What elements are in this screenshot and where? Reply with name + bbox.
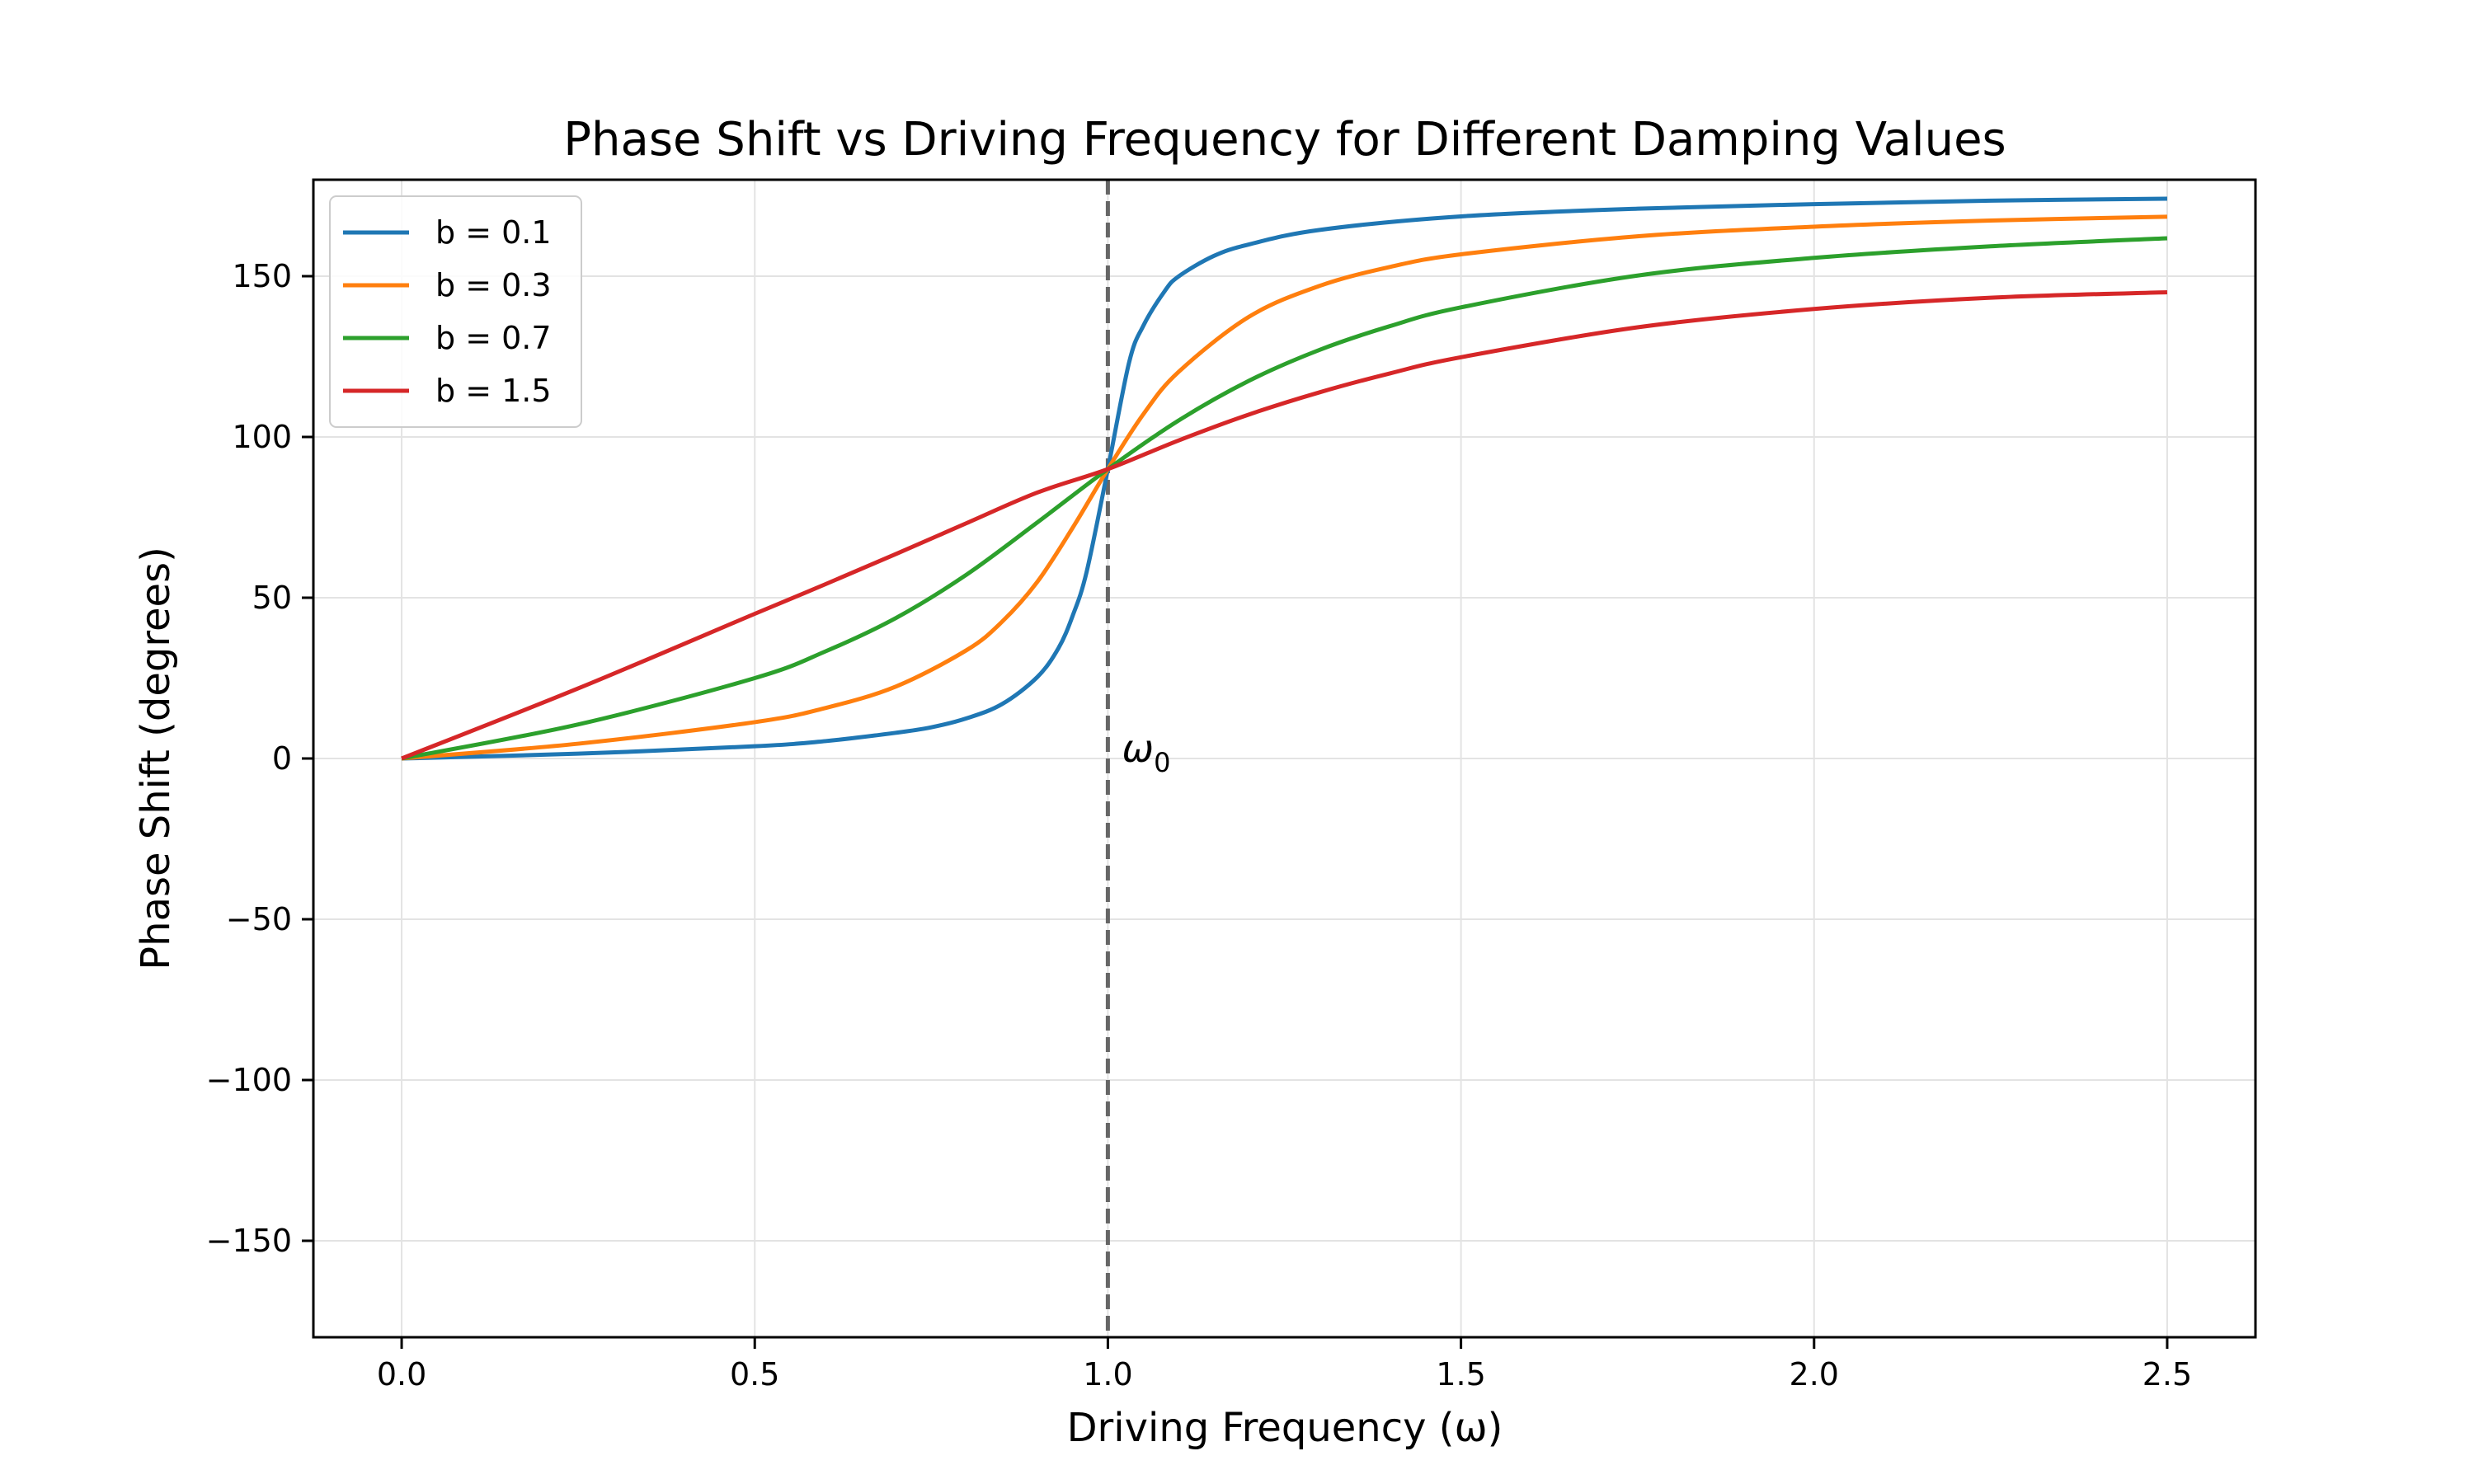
y-axis-label: Phase Shift (degrees) xyxy=(133,547,179,970)
y-tick-label: 50 xyxy=(252,580,292,616)
legend-label: b = 0.3 xyxy=(435,267,552,303)
series-layer xyxy=(401,196,2168,761)
omega-subscript: 0 xyxy=(1154,747,1170,778)
omega-zero-label: ω0 xyxy=(1122,726,1171,778)
x-tick-label: 0.0 xyxy=(377,1356,426,1392)
y-tick-label: 0 xyxy=(272,740,292,777)
series-line-2 xyxy=(401,214,2168,761)
x-axis: 0.0 0.5 1.0 1.5 2.0 2.5 xyxy=(377,1337,2192,1392)
legend: b = 0.1 b = 0.3 b = 0.7 b = 1.5 xyxy=(329,195,582,428)
y-axis: −150 −100 −50 0 50 100 150 xyxy=(206,258,313,1259)
x-tick-label: 0.5 xyxy=(730,1356,779,1392)
x-tick-label: 1.0 xyxy=(1083,1356,1132,1392)
x-tick-label: 2.5 xyxy=(2142,1356,2192,1392)
series-line-1 xyxy=(401,196,2167,761)
legend-item: b = 1.5 xyxy=(343,373,552,409)
y-tick-label: 100 xyxy=(232,419,292,455)
x-tick-label: 2.0 xyxy=(1790,1356,1839,1392)
series-line-4 xyxy=(401,290,2168,761)
series-line-3 xyxy=(401,236,2168,761)
legend-item: b = 0.1 xyxy=(343,214,552,251)
legend-label: b = 0.7 xyxy=(435,320,552,356)
y-tick-label: −50 xyxy=(226,901,292,937)
legend-box xyxy=(329,195,582,428)
legend-item: b = 0.3 xyxy=(343,267,552,303)
annotation-layer: ω0 xyxy=(1122,726,1171,778)
y-tick-label: −100 xyxy=(206,1062,292,1098)
legend-label: b = 0.1 xyxy=(435,214,552,251)
legend-item: b = 0.7 xyxy=(343,320,552,356)
legend-label: b = 1.5 xyxy=(435,373,552,409)
y-tick-label: −150 xyxy=(206,1223,292,1259)
x-tick-label: 1.5 xyxy=(1436,1356,1485,1392)
y-tick-label: 150 xyxy=(232,258,292,294)
x-axis-label: Driving Frequency (ω) xyxy=(1067,1405,1503,1451)
grid xyxy=(313,180,2255,1337)
chart-title: Phase Shift vs Driving Frequency for Dif… xyxy=(563,113,2006,167)
plot-area xyxy=(312,178,2257,1339)
omega-symbol: ω xyxy=(1122,726,1155,771)
